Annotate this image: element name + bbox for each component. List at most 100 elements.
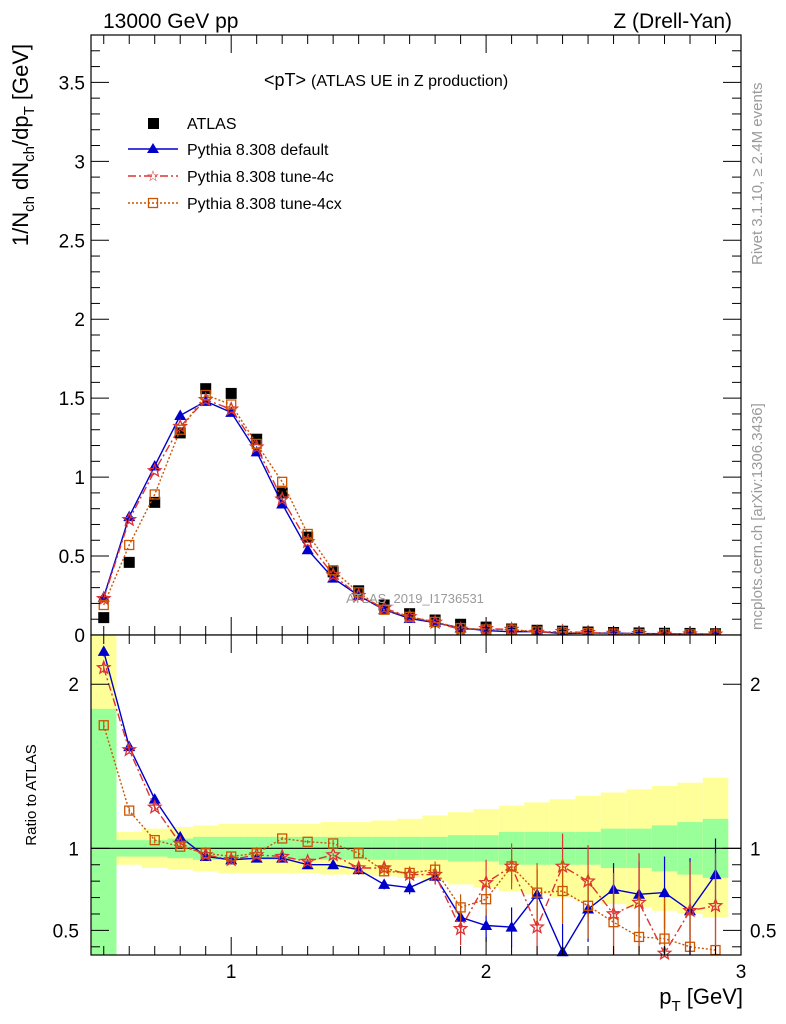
ratio-point-pythia-8-308-tune-4c-8 xyxy=(299,853,316,869)
ratio-point-pythia-8-308-tune-4cx-10 xyxy=(353,848,364,859)
point-pythia-8-308-default-7 xyxy=(276,497,289,509)
point-pythia-8-308-tune-4cx-5 xyxy=(226,399,237,410)
chart-title: <pT> (ATLAS UE in Z production) xyxy=(264,70,508,90)
ratio-ytick-label-right: 2 xyxy=(750,675,761,696)
ratio-point-pythia-8-308-tune-4cx-18 xyxy=(557,885,568,897)
main-ytick-label: 2 xyxy=(74,310,85,331)
ratio-point-pythia-8-308-tune-4cx-5 xyxy=(226,851,237,862)
main-ytick-label: 3.5 xyxy=(59,73,85,94)
ratio-ytick-label-left: 1 xyxy=(68,839,79,860)
x-axis-label: pT [GeV] xyxy=(659,984,743,1015)
ratio-point-pythia-8-308-tune-4cx-9 xyxy=(328,838,339,849)
ratio-point-pythia-8-308-tune-4cx-2 xyxy=(149,834,160,846)
ratio-axes: 0.5 0.5 1 1 2 2 1 2 3 xyxy=(53,635,776,983)
ratio-point-pythia-8-308-tune-4cx-12 xyxy=(404,867,415,879)
point-pythia-8-308-tune-4cx-6 xyxy=(251,438,262,450)
ratio-point-pythia-8-308-tune-4c-1 xyxy=(121,741,138,757)
point-atlas-1 xyxy=(123,556,135,568)
point-pythia-8-308-tune-4cx-1 xyxy=(124,539,135,551)
point-atlas-4 xyxy=(200,383,212,395)
ratio-panel-frame xyxy=(90,634,742,956)
point-pythia-8-308-tune-4cx-2 xyxy=(149,489,160,500)
ratio-ytick-label-left: 2 xyxy=(68,675,79,696)
main-ylabel: 1/Nch dNch/dpT [GeV] xyxy=(8,44,38,246)
ratio-ytick-label-right: 1 xyxy=(750,839,761,860)
header-energy: 13000 GeV pp xyxy=(103,10,238,33)
point-pythia-8-308-tune-4c-8 xyxy=(299,533,316,549)
point-atlas-2 xyxy=(149,496,161,508)
ratio-point-pythia-8-308-tune-4cx-15 xyxy=(480,894,492,905)
ratio-point-pythia-8-308-default-15 xyxy=(480,919,493,930)
ratio-point-pythia-8-308-tune-4cx-19 xyxy=(582,900,594,911)
point-pythia-8-308-tune-4cx-4 xyxy=(200,389,211,401)
ratio-point-pythia-8-308-tune-4c-22 xyxy=(656,945,673,961)
ratio-point-pythia-8-308-default-22 xyxy=(658,886,671,898)
legend-item-tune4c: ☆ Pythia 8.308 tune-4c xyxy=(128,168,334,186)
legend-marker-default xyxy=(147,143,159,153)
header-process: Z (Drell-Yan) xyxy=(613,10,732,33)
ratio-point-pythia-8-308-tune-4cx-6 xyxy=(251,848,262,859)
main-ytick-label: 1 xyxy=(74,468,85,489)
point-pythia-8-308-tune-4c-7 xyxy=(274,490,291,506)
ratio-point-pythia-8-308-tune-4cx-21 xyxy=(633,931,645,943)
ratio-point-pythia-8-308-tune-4c-0 xyxy=(95,659,112,675)
ratio-point-pythia-8-308-tune-4cx-7 xyxy=(277,833,288,844)
ratio-ytick-label-right: 0.5 xyxy=(750,921,776,942)
point-pythia-8-308-tune-4c-0 xyxy=(95,590,112,606)
point-pythia-8-308-default-1 xyxy=(123,510,136,522)
ratio-point-pythia-8-308-tune-4cx-13 xyxy=(429,864,441,875)
legend: ATLAS Pythia 8.308 default ☆ Pythia 8.30… xyxy=(128,116,342,213)
ratio-point-pythia-8-308-default-9 xyxy=(327,858,340,870)
ratio-point-pythia-8-308-tune-4cx-4 xyxy=(200,848,211,859)
ratio-point-pythia-8-308-default-1 xyxy=(123,740,136,752)
point-pythia-8-308-tune-4c-1 xyxy=(121,511,138,527)
legend-label-tune4c: Pythia 8.308 tune-4c xyxy=(187,169,334,186)
point-pythia-8-308-tune-4cx-10 xyxy=(353,587,364,598)
ratio-point-pythia-8-308-tune-4c-9 xyxy=(325,846,342,862)
ratio-point-pythia-8-308-tune-4c-10 xyxy=(350,859,367,875)
ratio-ylabel: Ratio to ATLAS xyxy=(23,744,40,845)
point-pythia-8-308-tune-4c-3 xyxy=(172,418,189,434)
main-ytick-label: 2.5 xyxy=(59,231,85,252)
point-pythia-8-308-default-3 xyxy=(174,409,187,421)
ratio-point-pythia-8-308-tune-4c-14 xyxy=(452,920,469,936)
x-tick-label: 3 xyxy=(736,962,747,983)
legend-label-atlas: ATLAS xyxy=(187,116,237,133)
point-atlas-3 xyxy=(174,427,186,439)
point-pythia-8-308-tune-4cx-3 xyxy=(175,424,186,435)
main-ytick-label: 0.5 xyxy=(59,547,85,568)
mcplots-note: mcplots.cern.ch [arXiv:1306.3436] xyxy=(749,403,766,630)
legend-item-default: Pythia 8.308 default xyxy=(128,142,329,159)
main-axes: 0 0.5 1 1.5 2 2.5 3 3.5 xyxy=(59,34,742,647)
ratio-point-pythia-8-308-default-12 xyxy=(403,881,416,893)
ratio-point-pythia-8-308-tune-4cx-16 xyxy=(506,861,517,872)
ratio-point-pythia-8-308-tune-4c-17 xyxy=(529,918,545,934)
ratio-point-pythia-8-308-tune-4cx-0 xyxy=(98,720,109,731)
ratio-point-pythia-8-308-tune-4cx-20 xyxy=(608,917,619,928)
point-pythia-8-308-tune-4cx-9 xyxy=(328,565,339,576)
ratio-point-pythia-8-308-tune-4cx-8 xyxy=(302,836,313,847)
main-panel-bg xyxy=(91,35,741,635)
point-pythia-8-308-tune-4cx-8 xyxy=(302,528,313,540)
watermark: ATLAS_2019_I1736531 xyxy=(346,591,484,606)
x-tick-label: 2 xyxy=(481,962,492,983)
x-tick-label: 1 xyxy=(226,962,237,983)
main-ytick-label: 3 xyxy=(74,152,85,173)
band-inner xyxy=(91,708,117,955)
ratio-point-pythia-8-308-tune-4c-2 xyxy=(146,799,163,815)
point-pythia-8-308-tune-4cx-11 xyxy=(378,604,390,615)
legend-item-atlas: ATLAS xyxy=(148,116,237,133)
point-pythia-8-308-default-8 xyxy=(301,543,314,555)
ratio-point-pythia-8-308-default-2 xyxy=(148,793,161,804)
ratio-point-pythia-8-308-tune-4cx-11 xyxy=(378,866,390,877)
main-ytick-label: 0 xyxy=(74,626,85,647)
ratio-ytick-label-left: 0.5 xyxy=(53,921,79,942)
point-pythia-8-308-tune-4cx-12 xyxy=(404,611,415,622)
ratio-point-pythia-8-308-tune-4cx-3 xyxy=(175,841,186,852)
point-pythia-8-308-tune-4c-2 xyxy=(146,462,163,478)
ratio-point-pythia-8-308-tune-4cx-1 xyxy=(124,805,135,816)
point-atlas-9 xyxy=(327,566,339,578)
legend-label-default: Pythia 8.308 default xyxy=(187,142,329,159)
ratio-point-pythia-8-308-default-16 xyxy=(505,921,518,932)
